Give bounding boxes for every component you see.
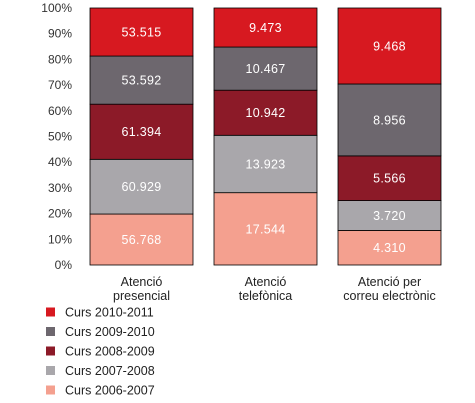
legend-item: Curs 2007-2008	[46, 364, 155, 378]
data-label: 5.566	[373, 172, 406, 186]
bar-segment	[89, 158, 194, 215]
legend-swatch	[46, 346, 55, 356]
bar-segment	[337, 230, 442, 266]
legend: Curs 2010-2011 Curs 2009-2010 Curs 2008-20…	[46, 306, 155, 398]
y-tick-label: 10%	[48, 232, 72, 246]
data-label: 60.929	[121, 180, 161, 194]
y-tick-label: 0%	[55, 258, 73, 272]
category-label: Atenció	[121, 275, 163, 289]
bars: 56.768 60.929 61.394 53.592 53.515 17.544 13.9…	[89, 7, 442, 266]
legend-label: Curs 2009-2010	[65, 325, 155, 339]
legend-label: Curs 2010-2011	[65, 306, 154, 320]
legend-label: Curs 2006-2007	[65, 384, 155, 398]
legend-swatch	[46, 327, 55, 336]
bar-stack: 4.310 3.720 5.566 8.956 9.468	[337, 7, 442, 266]
bar-segment	[89, 7, 194, 57]
y-tick-label: 70%	[48, 78, 72, 92]
data-label: 56.768	[121, 233, 161, 247]
y-tick-label: 100%	[41, 1, 72, 15]
category-label: Atenció	[245, 275, 287, 289]
data-label: 61.394	[121, 125, 161, 139]
bar-stack: 17.544 13.923 10.942 10.467 9.473	[213, 7, 318, 266]
data-label: 13.923	[245, 157, 285, 171]
data-label: 17.544	[245, 222, 285, 236]
bar-segment	[213, 134, 318, 194]
category-label: correu electrònic	[343, 289, 435, 303]
data-label: 53.515	[121, 26, 161, 40]
bar-segment	[89, 213, 194, 266]
legend-label: Curs 2007-2008	[65, 364, 155, 378]
data-label: 9.473	[249, 21, 282, 35]
category-label: telefònica	[239, 289, 293, 303]
legend-swatch	[46, 366, 55, 375]
legend-item: Curs 2006-2007	[46, 384, 155, 398]
bar-segment	[337, 155, 442, 201]
legend-swatch	[46, 385, 55, 395]
category-label: presencial	[113, 289, 170, 303]
legend-item: Curs 2008-2009	[46, 345, 155, 359]
data-label: 4.310	[373, 241, 406, 255]
category-label: Atenció per	[358, 275, 421, 289]
y-axis: 0% 10% 20% 30% 40% 50% 60% 70% 80% 90% 100%	[41, 1, 72, 272]
legend-label: Curs 2008-2009	[65, 345, 155, 359]
bar-segment	[337, 200, 442, 231]
y-tick-label: 30%	[48, 181, 72, 195]
bar-stack: 56.768 60.929 61.394 53.592 53.515	[89, 7, 194, 266]
data-label: 53.592	[121, 74, 161, 88]
data-label: 10.467	[245, 62, 285, 76]
bar-segment	[213, 192, 318, 266]
bar-segment	[213, 89, 318, 136]
y-tick-label: 50%	[48, 130, 72, 144]
bar-segment	[89, 55, 194, 105]
y-tick-label: 60%	[48, 104, 72, 118]
y-tick-label: 80%	[48, 52, 72, 66]
data-label: 3.720	[373, 209, 406, 223]
category-labels: AtenciópresencialAtenciótelefònicaAtenci…	[113, 275, 436, 303]
bar-segment	[213, 7, 318, 48]
legend-item: Curs 2009-2010	[46, 325, 155, 339]
bar-segment	[337, 7, 442, 85]
y-tick-label: 40%	[48, 155, 72, 169]
data-label: 8.956	[373, 113, 406, 127]
y-tick-label: 20%	[48, 207, 72, 221]
legend-item: Curs 2010-2011	[46, 306, 154, 320]
bar-segment	[213, 46, 318, 91]
y-tick-label: 90%	[48, 27, 72, 41]
data-label: 10.942	[245, 106, 285, 120]
data-label: 9.468	[373, 39, 406, 53]
legend-swatch	[46, 307, 55, 317]
